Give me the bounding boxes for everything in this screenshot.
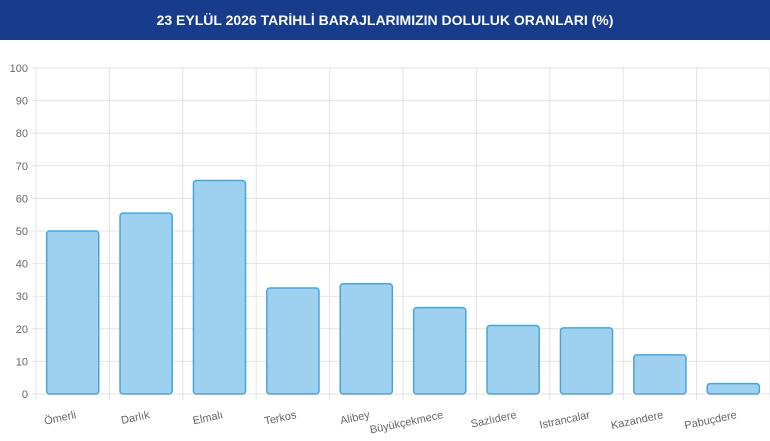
x-tick-label: Kazandere <box>610 409 665 432</box>
x-tick-label: Büyükçekmece <box>369 409 444 436</box>
x-tick-label: Alibey <box>339 409 371 427</box>
bar <box>339 283 394 395</box>
y-tick-label: 40 <box>16 259 28 271</box>
chart: 0 10 20 30 40 50 60 70 80 90 100 Ömerli Darlık Elmalı… <box>10 63 770 436</box>
bar <box>45 230 100 395</box>
y-tick-label: 20 <box>16 324 28 336</box>
x-tick-label: Pabuçdere <box>683 409 738 432</box>
bar <box>706 382 761 395</box>
y-tick-label: 70 <box>16 161 28 173</box>
x-tick-label: Elmalı <box>192 409 224 427</box>
bar <box>633 354 687 395</box>
x-tick-label: Istrancalar <box>538 409 591 431</box>
x-tick-label: Terkos <box>263 409 298 428</box>
y-tick-label: 80 <box>16 128 28 140</box>
bar <box>486 324 540 395</box>
y-tick-label: 90 <box>16 96 28 108</box>
bar <box>559 327 614 395</box>
y-tick-label: 0 <box>22 389 28 401</box>
chart-title: 23 EYLÜL 2026 TARİHLİ BARAJLARIMIZIN DOL… <box>0 0 770 40</box>
y-tick-label: 60 <box>16 193 28 205</box>
bar <box>192 179 247 395</box>
bar <box>266 287 320 395</box>
x-tick-label: Darlık <box>120 409 151 427</box>
y-tick-label: 10 <box>16 356 28 368</box>
y-tick-label: 100 <box>10 63 28 75</box>
y-tick-label: 30 <box>16 291 28 303</box>
x-tick-label: Ömerli <box>43 409 77 427</box>
y-tick-label: 50 <box>16 226 28 238</box>
bar <box>119 212 173 395</box>
x-tick-label: Sazlıdere <box>470 409 518 430</box>
bar <box>412 306 467 395</box>
